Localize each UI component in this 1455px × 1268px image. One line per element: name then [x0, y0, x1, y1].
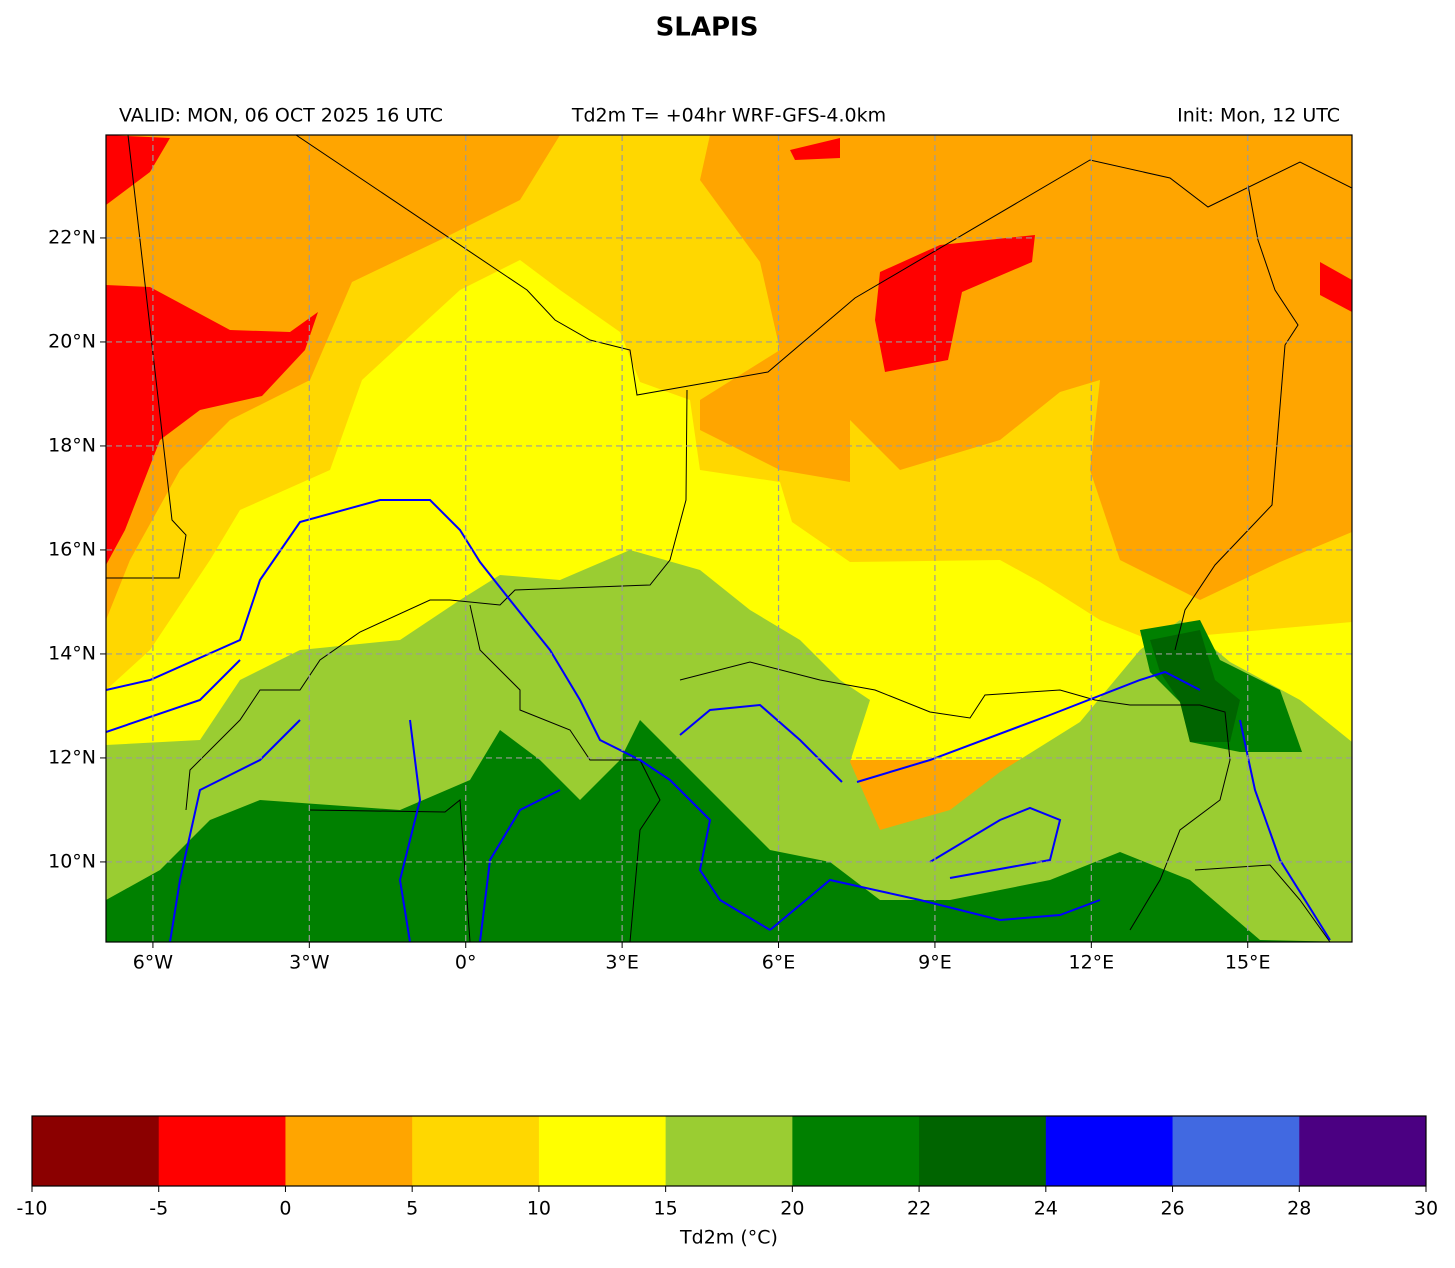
colorbar-segment — [32, 1116, 160, 1186]
contour-region — [106, 285, 318, 565]
border — [1174, 184, 1299, 651]
x-tick-label: 15°E — [1225, 952, 1271, 974]
subtitle-center: Td2m T= +04hr WRF-GFS-4.0km — [571, 105, 886, 127]
colorbar-segment — [285, 1116, 413, 1186]
colorbar-tick-label: 15 — [654, 1198, 678, 1220]
colorbar-segment — [412, 1116, 540, 1186]
y-tick-label: 14°N — [48, 642, 96, 664]
x-tick-label: 9°E — [918, 952, 952, 974]
border — [106, 135, 187, 579]
border — [1194, 864, 1331, 942]
y-tick-label: 22°N — [48, 226, 96, 248]
y-tick-label: 10°N — [48, 850, 96, 872]
colorbar-tick-label: 22 — [907, 1198, 931, 1220]
river — [856, 670, 1201, 783]
colorbar-segment — [1172, 1116, 1300, 1186]
colorbar-tick-label: 26 — [1160, 1198, 1184, 1220]
border — [295, 135, 1352, 396]
contour-region — [106, 135, 170, 205]
colorbar-segment — [919, 1116, 1047, 1186]
border — [679, 661, 1231, 931]
x-tick-label: 3°W — [289, 952, 330, 974]
river — [106, 499, 771, 931]
x-tick-label: 6°W — [133, 952, 174, 974]
colorbar-label: Td2m (°C) — [679, 1227, 778, 1249]
colorbar-segment — [792, 1116, 920, 1186]
contour-region — [875, 235, 1035, 372]
x-tick-label: 6°E — [762, 952, 796, 974]
river — [398, 719, 422, 942]
y-tick-label: 12°N — [48, 746, 96, 768]
river — [769, 878, 1101, 931]
colorbar-tick-label: -10 — [16, 1198, 47, 1220]
colorbar-segment — [665, 1116, 793, 1186]
colorbar-segment — [1299, 1116, 1427, 1186]
y-tick-label: 20°N — [48, 330, 96, 352]
river — [479, 789, 561, 942]
colorbar-tick-label: 28 — [1287, 1198, 1311, 1220]
colorbar-tick-label: 10 — [527, 1198, 551, 1220]
colorbar-segment — [538, 1116, 667, 1186]
river — [106, 659, 241, 733]
borders — [106, 135, 1352, 942]
subtitle-right: Init: Mon, 12 UTC — [1177, 105, 1340, 127]
colorbar-tick-label: 20 — [780, 1198, 804, 1220]
colorbar-segment — [158, 1116, 286, 1186]
subtitle-left: VALID: MON, 06 OCT 2025 16 UTC — [119, 105, 443, 127]
x-tick-label: 0° — [455, 952, 477, 974]
map-frame — [105, 134, 1353, 943]
contour-region — [1320, 262, 1352, 312]
title: SLAPIS — [656, 13, 759, 43]
border — [185, 389, 688, 811]
contour-region — [790, 138, 840, 160]
y-tick-label: 16°N — [48, 538, 96, 560]
contour-region — [1150, 630, 1240, 742]
colorbar-tick-label: -5 — [149, 1198, 168, 1220]
river — [679, 703, 843, 783]
x-tick-label: 12°E — [1068, 952, 1114, 974]
border — [469, 604, 661, 942]
y-tick-label: 18°N — [48, 434, 96, 456]
colorbar-tick-label: 30 — [1414, 1198, 1438, 1220]
contour-region — [106, 720, 1352, 942]
grid — [106, 135, 1352, 942]
colorbar-segment — [1045, 1116, 1174, 1186]
dewpoint-field — [106, 135, 1352, 942]
colorbar-tick-label: 0 — [279, 1198, 291, 1220]
colorbar-tick-label: 5 — [406, 1198, 418, 1220]
colorbar-tick-label: 24 — [1034, 1198, 1058, 1220]
colorbar-frame — [31, 1115, 1427, 1187]
river — [929, 806, 1062, 879]
border — [309, 799, 471, 942]
river — [169, 719, 301, 942]
x-tick-label: 3°E — [605, 952, 639, 974]
